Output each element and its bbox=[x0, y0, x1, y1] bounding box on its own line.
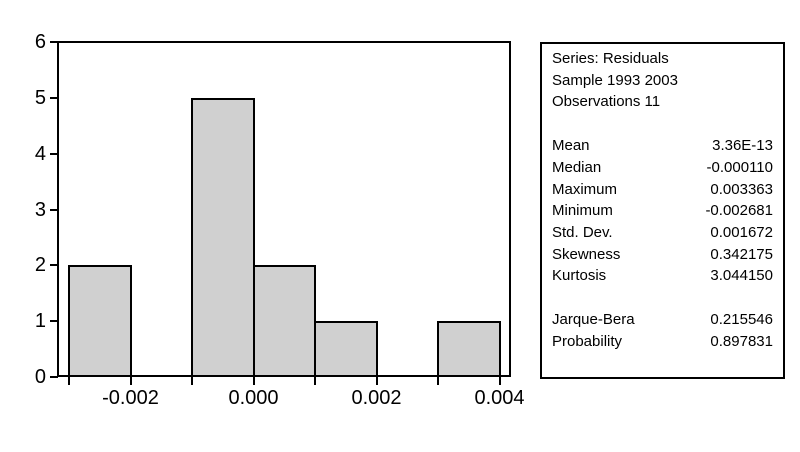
stat-value: 0.215546 bbox=[710, 311, 773, 329]
stats-spacer bbox=[552, 287, 773, 309]
stat-value: 0.003363 bbox=[710, 180, 773, 198]
y-tick bbox=[50, 208, 58, 211]
stat-label: Probability bbox=[552, 332, 623, 350]
normality-test-stats: Jarque-Bera 0.215546 Probability 0.897831 bbox=[552, 309, 773, 352]
y-tick bbox=[50, 320, 58, 323]
stat-value: 3.044150 bbox=[710, 267, 773, 285]
stat-label: Mean bbox=[552, 137, 590, 155]
stat-row: Std. Dev. 0.001672 bbox=[552, 222, 773, 244]
histogram-bar bbox=[68, 265, 132, 377]
stat-value: 0.001672 bbox=[710, 223, 773, 241]
y-tick bbox=[50, 376, 58, 378]
histogram-bar bbox=[437, 321, 501, 377]
histogram-bar bbox=[252, 265, 316, 377]
observations-count: Observations 11 bbox=[552, 93, 661, 111]
histogram-bar bbox=[191, 97, 255, 377]
x-tick bbox=[498, 377, 501, 385]
stat-value: -0.000110 bbox=[706, 158, 773, 176]
stat-label: Maximum bbox=[552, 180, 618, 198]
y-tick-label: 2 bbox=[34, 254, 46, 277]
stats-spacer bbox=[552, 113, 773, 135]
y-tick bbox=[50, 152, 58, 155]
stat-row: Maximum 0.003363 bbox=[552, 179, 773, 201]
stat-value: 0.342175 bbox=[710, 245, 773, 263]
stat-value: 3.36E-13 bbox=[712, 137, 773, 155]
stats-box: Series: Residuals Sample 1993 2003 Obser… bbox=[540, 42, 785, 379]
x-tick-label: 0.002 bbox=[351, 387, 402, 409]
y-tick-label: 6 bbox=[34, 31, 46, 54]
x-tick bbox=[129, 377, 132, 385]
y-tick-label: 3 bbox=[34, 198, 46, 221]
stat-label: Std. Dev. bbox=[552, 223, 613, 241]
y-tick-label: 4 bbox=[34, 142, 46, 165]
x-tick-label: 0.000 bbox=[228, 387, 279, 409]
sample-range: Sample 1993 2003 bbox=[552, 71, 678, 89]
y-tick bbox=[50, 96, 58, 99]
x-tick-label: -0.002 bbox=[102, 387, 159, 409]
histogram-bar bbox=[314, 321, 378, 377]
x-tick bbox=[68, 377, 70, 385]
stat-label: Median bbox=[552, 158, 602, 176]
y-tick bbox=[50, 41, 58, 44]
series-name: Series: Residuals bbox=[552, 50, 669, 67]
descriptive-stats: Mean 3.36E-13 Median -0.000110 Maximum 0.0033… bbox=[552, 135, 773, 287]
x-tick bbox=[437, 377, 439, 385]
stat-label: Kurtosis bbox=[552, 267, 607, 285]
stat-row: Mean 3.36E-13 bbox=[552, 135, 773, 157]
stat-label: Skewness bbox=[552, 245, 621, 263]
stat-row: Median -0.000110 bbox=[552, 157, 773, 179]
y-tick-label: 0 bbox=[34, 366, 46, 388]
stat-label: Minimum bbox=[552, 202, 613, 220]
y-tick bbox=[50, 264, 58, 267]
x-tick bbox=[375, 377, 378, 385]
x-tick bbox=[314, 377, 316, 385]
stat-label: Jarque-Bera bbox=[552, 311, 635, 329]
y-tick-label: 1 bbox=[34, 310, 46, 333]
x-tick bbox=[252, 377, 255, 385]
x-tick bbox=[191, 377, 193, 385]
x-tick-label: 0.004 bbox=[474, 387, 525, 409]
stat-row: Jarque-Bera 0.215546 bbox=[552, 309, 773, 331]
stat-row: Kurtosis 3.044150 bbox=[552, 265, 773, 287]
stat-row: Minimum -0.002681 bbox=[552, 200, 773, 222]
stat-row: Skewness 0.342175 bbox=[552, 244, 773, 266]
stat-row: Probability 0.897831 bbox=[552, 331, 773, 353]
stat-value: -0.002681 bbox=[705, 202, 773, 220]
stat-value: 0.897831 bbox=[710, 332, 773, 350]
y-tick-label: 5 bbox=[34, 86, 46, 109]
